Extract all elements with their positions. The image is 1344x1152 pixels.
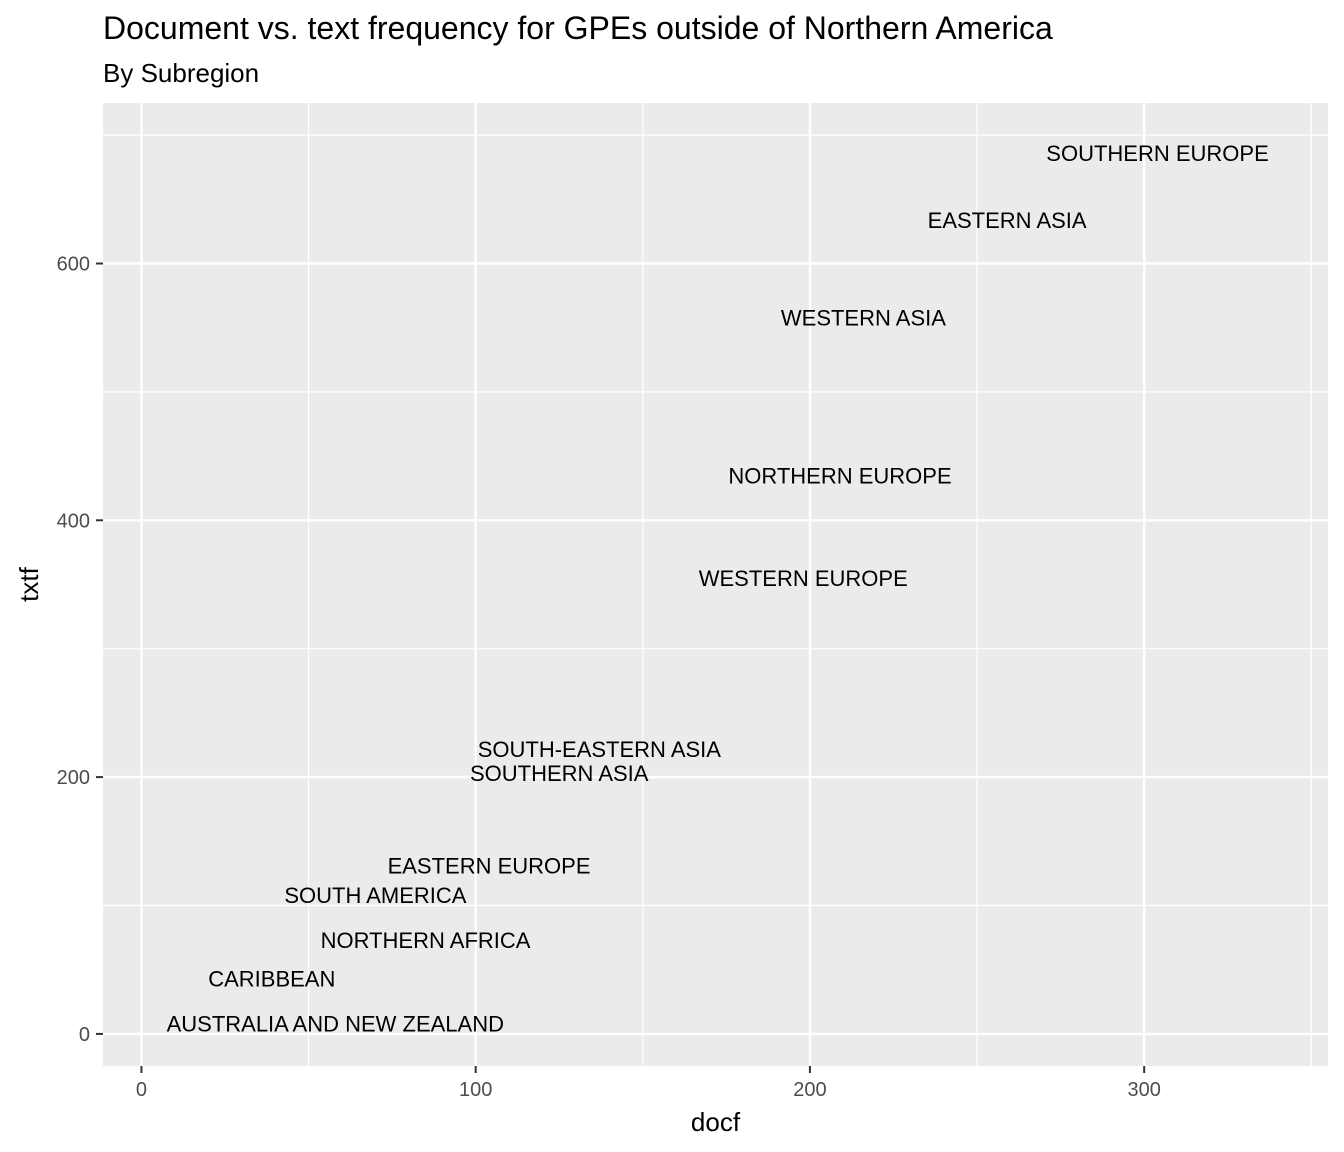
point-label: CARIBBEAN <box>208 967 335 992</box>
point-label: WESTERN EUROPE <box>699 566 908 591</box>
x-tick-label: 100 <box>459 1079 492 1101</box>
y-tick-label: 0 <box>79 1024 90 1046</box>
y-tick-label: 200 <box>57 767 90 789</box>
point-label: SOUTH AMERICA <box>284 883 466 908</box>
point-label: AUSTRALIA AND NEW ZEALAND <box>167 1012 504 1037</box>
x-tick-label: 300 <box>1127 1079 1160 1101</box>
x-axis-ticks: 0 100 200 300 <box>136 1066 1161 1101</box>
chart-subtitle: By Subregion <box>103 58 260 88</box>
major-gridlines <box>103 103 1328 1066</box>
x-axis-title: docf <box>691 1107 741 1137</box>
point-label: SOUTHERN ASIA <box>470 761 649 786</box>
point-labels: SOUTHERN EUROPE EASTERN ASIA WESTERN ASIA N… <box>167 141 1269 1037</box>
point-label: EASTERN EUROPE <box>388 854 591 879</box>
point-label: NORTHERN EUROPE <box>728 463 951 488</box>
point-label: SOUTHERN EUROPE <box>1046 141 1268 166</box>
point-label: WESTERN ASIA <box>781 305 946 330</box>
point-label: SOUTH-EASTERN ASIA <box>478 737 722 762</box>
y-tick-label: 600 <box>57 254 90 276</box>
x-tick-label: 0 <box>136 1079 147 1101</box>
chart-title: Document vs. text frequency for GPEs out… <box>103 10 1053 46</box>
y-axis-title: txtf <box>14 566 44 601</box>
point-label: EASTERN ASIA <box>928 208 1087 233</box>
x-tick-label: 200 <box>793 1079 826 1101</box>
y-axis-ticks: 0 200 400 600 <box>57 254 103 1046</box>
y-tick-label: 400 <box>57 510 90 532</box>
point-label: NORTHERN AFRICA <box>321 928 531 953</box>
